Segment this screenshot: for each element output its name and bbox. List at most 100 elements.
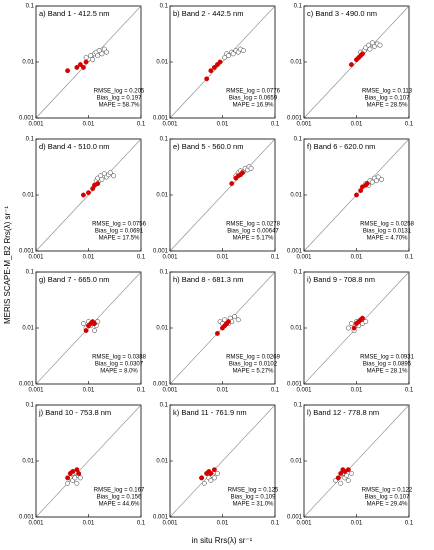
- x-tick-label: 0.1: [137, 521, 146, 527]
- point: [95, 53, 101, 59]
- x-tick-label: 0.001: [296, 255, 312, 261]
- point: [208, 470, 214, 476]
- y-tick-label: 0.01: [290, 326, 302, 332]
- y-tick-label: 0.001: [19, 116, 35, 122]
- stat-text: Bias_log = 0.0895: [363, 362, 412, 368]
- panel-title: h) Band 8 - 681.3 nm: [173, 275, 243, 284]
- stat-text: Bias_log = 0.156: [97, 495, 143, 501]
- point: [240, 48, 246, 54]
- point: [83, 55, 89, 61]
- y-tick-label: 0.01: [22, 60, 34, 66]
- x-tick-label: 0.01: [83, 122, 95, 128]
- stat-text: MAPE = 31.0%: [233, 502, 275, 508]
- x-tick-label: 0.1: [405, 122, 414, 128]
- y-tick-label: 0.1: [26, 403, 35, 409]
- point: [369, 40, 375, 46]
- x-tick-label: 0.001: [296, 521, 312, 527]
- y-tick-label: 0.001: [153, 116, 169, 122]
- x-tick-label: 0.01: [217, 521, 229, 527]
- y-tick-label: 0.001: [19, 515, 35, 521]
- point: [367, 46, 373, 52]
- stat-text: RMSE_log = 0.0388: [92, 355, 147, 361]
- y-tick-label: 0.001: [287, 116, 303, 122]
- stat-text: Bias_log = 0.107: [365, 495, 411, 501]
- stat-text: RMSE_log = 0.167: [94, 488, 145, 494]
- point: [211, 64, 217, 70]
- point: [95, 181, 101, 187]
- x-tick-label: 0.01: [351, 388, 363, 394]
- panel-title: f) Band 6 - 620.0 nm: [307, 142, 375, 151]
- point: [348, 321, 354, 327]
- y-tick-label: 0.001: [287, 249, 303, 255]
- y-tick-label: 0.01: [156, 326, 168, 332]
- stat-text: Bias_log = 0.0691: [95, 229, 144, 235]
- x-tick-label: 0.001: [28, 521, 44, 527]
- one-to-one-line: [169, 138, 276, 252]
- point: [226, 53, 231, 59]
- point: [80, 64, 86, 70]
- y-tick-label: 0.01: [290, 60, 302, 66]
- x-tick-label: 0.001: [296, 122, 312, 128]
- point: [214, 470, 220, 476]
- stat-text: MAPE = 44.6%: [99, 502, 141, 508]
- stat-text: Bias_log = 0.0307: [95, 362, 144, 368]
- x-tick-label: 0.01: [351, 521, 363, 527]
- one-to-one-line: [169, 404, 276, 518]
- stat-text: RMSE_log = 0.0776: [226, 89, 281, 95]
- panel-title: d) Band 4 - 510.0 nm: [39, 142, 109, 151]
- panel-title: k) Band 11 - 761.9 nm: [173, 408, 247, 417]
- y-tick-label: 0.1: [160, 4, 169, 10]
- x-tick-label: 0.1: [137, 122, 146, 128]
- panel-title: a) Band 1 - 412.5 nm: [39, 9, 109, 18]
- point: [80, 321, 86, 327]
- stat-text: RMSE_log = 0.122: [362, 488, 413, 494]
- x-tick-label: 0.001: [162, 122, 178, 128]
- panel-title: i) Band 9 - 708.8 nm: [307, 275, 375, 284]
- stat-text: RMSE_log = 0.205: [94, 89, 145, 95]
- stat-text: MAPE = 5.27%: [233, 369, 275, 375]
- x-tick-label: 0.01: [83, 521, 95, 527]
- y-tick-label: 0.01: [290, 459, 302, 465]
- point: [65, 480, 71, 486]
- point: [86, 190, 91, 196]
- x-tick-label: 0.1: [405, 521, 414, 527]
- point: [348, 62, 354, 68]
- point: [344, 473, 350, 478]
- point: [80, 192, 86, 198]
- stat-text: MAPE = 28.5%: [367, 103, 409, 109]
- point: [74, 480, 80, 486]
- x-tick-label: 0.01: [217, 388, 229, 394]
- stat-text: Bias_log = 0.0131: [363, 229, 412, 235]
- x-tick-label: 0.01: [83, 388, 95, 394]
- stat-text: MAPE = 29.4%: [367, 502, 409, 508]
- point: [90, 57, 96, 63]
- point: [107, 170, 113, 176]
- one-to-one-line: [303, 404, 410, 518]
- stat-text: Bias_log = 0.109: [231, 495, 277, 501]
- x-tick-label: 0.01: [217, 122, 229, 128]
- stat-text: MAPE = 5.17%: [233, 236, 275, 242]
- point: [217, 59, 223, 65]
- panel-title: l) Band 12 - 778.8 nm: [307, 408, 379, 417]
- point: [77, 62, 83, 68]
- x-tick-label: 0.1: [271, 122, 280, 128]
- x-tick-label: 0.1: [271, 388, 280, 394]
- x-tick-label: 0.1: [271, 521, 280, 527]
- y-tick-label: 0.01: [156, 459, 168, 465]
- x-tick-label: 0.1: [405, 388, 414, 394]
- y-tick-label: 0.1: [294, 403, 303, 409]
- point: [74, 64, 80, 70]
- x-tick-label: 0.001: [28, 255, 44, 261]
- point: [235, 317, 241, 323]
- x-tick-label: 0.01: [83, 255, 95, 261]
- point: [360, 51, 365, 57]
- point: [240, 170, 245, 176]
- x-tick-label: 0.001: [162, 388, 178, 394]
- y-tick-label: 0.001: [153, 382, 169, 388]
- y-tick-label: 0.01: [156, 60, 168, 66]
- point: [76, 470, 82, 476]
- point: [345, 325, 351, 331]
- stat-text: MAPE = 16.9%: [233, 103, 275, 109]
- point: [201, 480, 207, 486]
